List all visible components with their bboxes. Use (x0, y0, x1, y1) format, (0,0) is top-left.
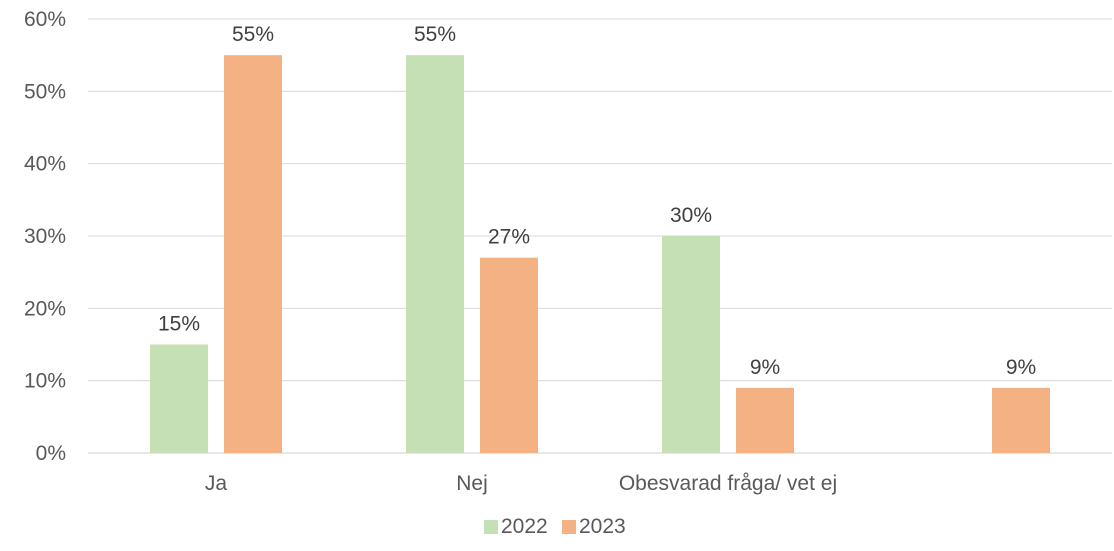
y-tick-label: 30% (24, 225, 66, 248)
y-tick-label: 60% (24, 8, 66, 31)
data-label: 15% (158, 313, 200, 336)
data-label: 27% (488, 226, 530, 249)
bar-2023-1 (480, 257, 538, 453)
y-tick-label: 10% (24, 370, 66, 393)
data-label: 9% (750, 356, 780, 379)
x-category-label: Ja (205, 472, 228, 495)
data-label: 55% (414, 23, 456, 46)
bar-2023-0 (224, 55, 282, 454)
bar-2022-2 (662, 236, 720, 453)
bar-2023-2 (736, 387, 794, 453)
x-category-label: Nej (456, 472, 488, 495)
bar-2023-3 (992, 387, 1050, 453)
bars (150, 55, 1050, 454)
y-tick-label: 50% (24, 80, 66, 103)
y-tick-label: 0% (36, 442, 66, 465)
data-label: 30% (670, 204, 712, 227)
y-axis-ticks: 0% 10% 20% 30% 40% 50% 60% (24, 8, 66, 465)
legend-swatch-2023 (562, 520, 576, 534)
legend-swatch-2022 (484, 520, 498, 534)
legend-label: 2022 (501, 515, 548, 538)
bar-2022-0 (150, 344, 208, 453)
x-axis-categories: Ja Nej Obesvarad fråga/ vet ej (205, 472, 837, 495)
data-labels: 15% 55% 55% 27% 30% 9% 9% (158, 23, 1036, 379)
y-tick-label: 20% (24, 297, 66, 320)
x-category-label: Obesvarad fråga/ vet ej (619, 472, 837, 495)
legend: 2022 2023 (484, 515, 626, 538)
legend-label: 2023 (579, 515, 626, 538)
data-label: 9% (1006, 356, 1036, 379)
y-tick-label: 40% (24, 153, 66, 176)
bar-2022-1 (406, 55, 464, 454)
data-label: 55% (232, 23, 274, 46)
